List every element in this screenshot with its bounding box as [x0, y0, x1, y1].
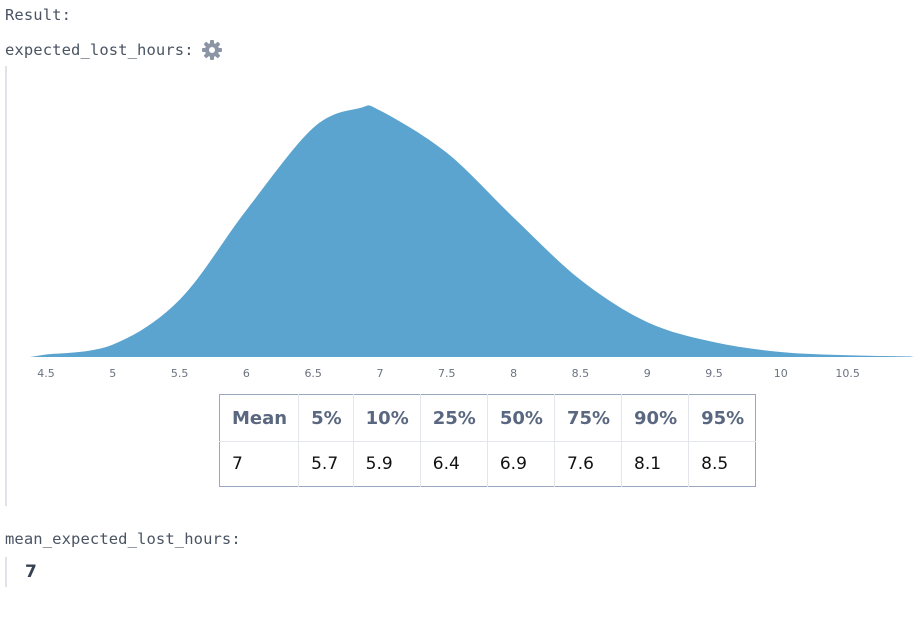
x-tick-label: 7.5: [438, 367, 456, 380]
x-tick-label: 9: [644, 367, 651, 380]
output-left-rule: [5, 66, 7, 506]
gear-icon[interactable]: [201, 39, 223, 61]
distribution-chart: 4.5 5 5.5 6 6.5 7 7.5 8 8.5 9 9.5 10 10.5: [30, 105, 915, 380]
stats-header-cell: Mean: [219, 394, 300, 442]
stats-header-cell: 5%: [298, 394, 354, 442]
result-label: Result:: [5, 6, 72, 24]
mean-value: 7: [25, 562, 37, 582]
summary-stats-table: Mean 5% 10% 25% 50% 75% 90% 95% 7 5.7 5.9 6.4 6.9 7.…: [219, 394, 757, 487]
stats-value-cell: 6.4: [420, 441, 488, 487]
stats-header-cell: 75%: [554, 394, 623, 442]
x-tick-label: 10.5: [835, 367, 860, 380]
stats-value-cell: 5.7: [298, 441, 354, 487]
x-tick-label: 6.5: [304, 367, 322, 380]
stats-value-cell: 8.5: [701, 454, 729, 474]
stats-header-row: Mean 5% 10% 25% 50% 75% 90% 95%: [219, 394, 756, 442]
x-axis: 4.5 5 5.5 6 6.5 7 7.5 8 8.5 9 9.5 10 10.5: [37, 367, 860, 380]
stats-value-cell: 6.9: [487, 441, 555, 487]
x-tick-label: 5: [109, 367, 116, 380]
stats-header-cell: 50%: [487, 394, 555, 442]
x-tick-label: 5.5: [171, 367, 189, 380]
stats-header-cell: 25%: [420, 394, 488, 442]
stats-value-cell: 7: [219, 441, 300, 487]
x-tick-label: 4.5: [37, 367, 55, 380]
stats-header-cell: 90%: [621, 394, 690, 442]
stats-header-cell: 10%: [353, 394, 421, 442]
x-tick-label: 9.5: [705, 367, 723, 380]
x-tick-label: 7: [377, 367, 384, 380]
stats-header-cell: 95%: [688, 394, 756, 442]
x-tick-label: 10: [774, 367, 788, 380]
density-area: [30, 105, 915, 358]
stats-value-row: 7 5.7 5.9 6.4 6.9 7.6 8.1 8.5: [219, 441, 756, 487]
mean-left-rule: [5, 557, 7, 587]
mean-variable-name: mean_expected_lost_hours:: [5, 530, 241, 548]
stats-value-cell: 8.1: [621, 441, 690, 487]
variable-name: expected_lost_hours:: [5, 41, 194, 59]
stats-value-cell: 5.9: [353, 441, 421, 487]
x-tick-label: 8.5: [572, 367, 590, 380]
stats-value-cell: 7.6: [554, 441, 623, 487]
x-tick-label: 8: [510, 367, 517, 380]
x-tick-label: 6: [243, 367, 250, 380]
variable-header: expected_lost_hours:: [5, 39, 223, 61]
